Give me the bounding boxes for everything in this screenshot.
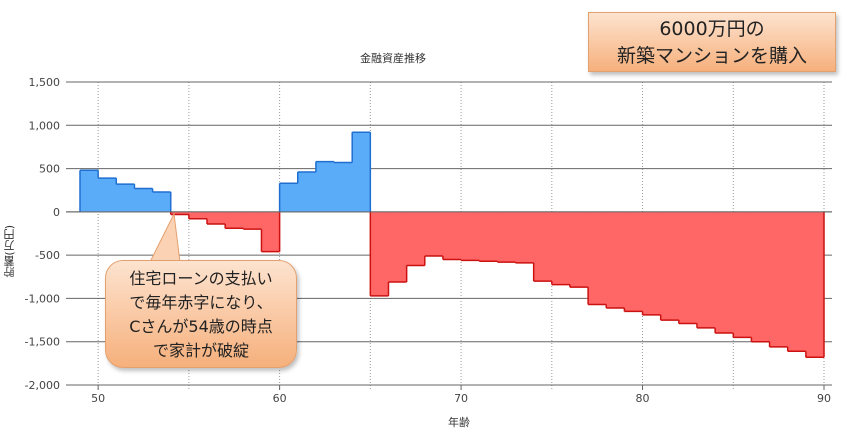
step-bar xyxy=(134,188,154,212)
chart-title: 金融資産推移 xyxy=(360,52,426,65)
step-bar xyxy=(370,211,389,296)
step-bar xyxy=(388,211,408,282)
step-bar xyxy=(297,172,317,212)
step-bar xyxy=(279,183,299,212)
y-tick-label: -1,000 xyxy=(25,292,60,305)
bubble-line-2: で毎年赤字になり、 xyxy=(129,293,273,312)
callout-line-1: 6000万円の xyxy=(659,18,765,40)
step-bar xyxy=(606,211,625,308)
bankruptcy-callout: 住宅ローンの支払い で毎年赤字になり、 Cさんが54歳の時点 で家計が破綻 xyxy=(105,260,297,368)
step-bar xyxy=(406,211,426,266)
step-bar xyxy=(751,211,771,342)
step-bar xyxy=(352,132,371,212)
step-bar xyxy=(334,162,353,212)
step-bar xyxy=(207,211,226,224)
step-bar xyxy=(188,211,208,219)
step-bar xyxy=(696,211,716,328)
x-tick-label: 60 xyxy=(273,392,287,405)
step-bar xyxy=(642,211,662,315)
y-tick-label: -1,500 xyxy=(25,336,60,349)
step-bar xyxy=(80,170,99,212)
step-bar xyxy=(497,211,517,263)
bubble-line-3: Cさんが54歳の時点 xyxy=(129,317,273,336)
y-tick-label: -500 xyxy=(35,249,60,262)
step-bar xyxy=(660,211,680,321)
step-bar xyxy=(769,211,789,347)
step-bar xyxy=(243,211,262,230)
step-bar xyxy=(424,211,444,257)
step-bar xyxy=(533,211,553,282)
step-bar xyxy=(588,211,607,305)
step-bar xyxy=(479,211,498,262)
step-bar xyxy=(624,211,644,312)
x-tick-label: 90 xyxy=(817,392,831,405)
y-tick-label: 0 xyxy=(53,206,60,219)
y-tick-label: 1,500 xyxy=(29,76,61,89)
step-bar xyxy=(461,211,480,261)
step-bar xyxy=(569,211,589,288)
step-bar xyxy=(787,211,807,352)
bubble-line-1: 住宅ローンの支払い xyxy=(129,269,273,288)
bubble-line-4: で家計が破綻 xyxy=(152,341,249,360)
x-tick-label: 80 xyxy=(636,392,650,405)
step-bar xyxy=(170,211,190,215)
step-bar xyxy=(551,211,571,285)
x-tick-label: 50 xyxy=(91,392,105,405)
callout-line-2: 新築マンションを購入 xyxy=(616,45,807,67)
step-bar xyxy=(152,191,172,212)
step-bar xyxy=(733,211,752,338)
x-tick-label: 70 xyxy=(454,392,468,405)
y-tick-label: -2,000 xyxy=(25,379,60,392)
step-bar xyxy=(225,211,244,229)
step-bar xyxy=(442,211,462,260)
y-tick-label: 1,000 xyxy=(29,119,61,132)
step-bar xyxy=(98,178,117,212)
y-tick-label: 500 xyxy=(39,163,60,176)
x-axis-label: 年齢 xyxy=(448,416,470,429)
step-bar xyxy=(678,211,698,324)
step-bar xyxy=(715,211,734,334)
purchase-callout: 6000万円の 新築マンションを購入 xyxy=(588,12,836,72)
step-bar xyxy=(315,161,335,212)
step-bar xyxy=(261,211,281,252)
step-bar xyxy=(515,211,535,263)
step-bar xyxy=(116,184,135,212)
step-bar xyxy=(805,211,825,358)
